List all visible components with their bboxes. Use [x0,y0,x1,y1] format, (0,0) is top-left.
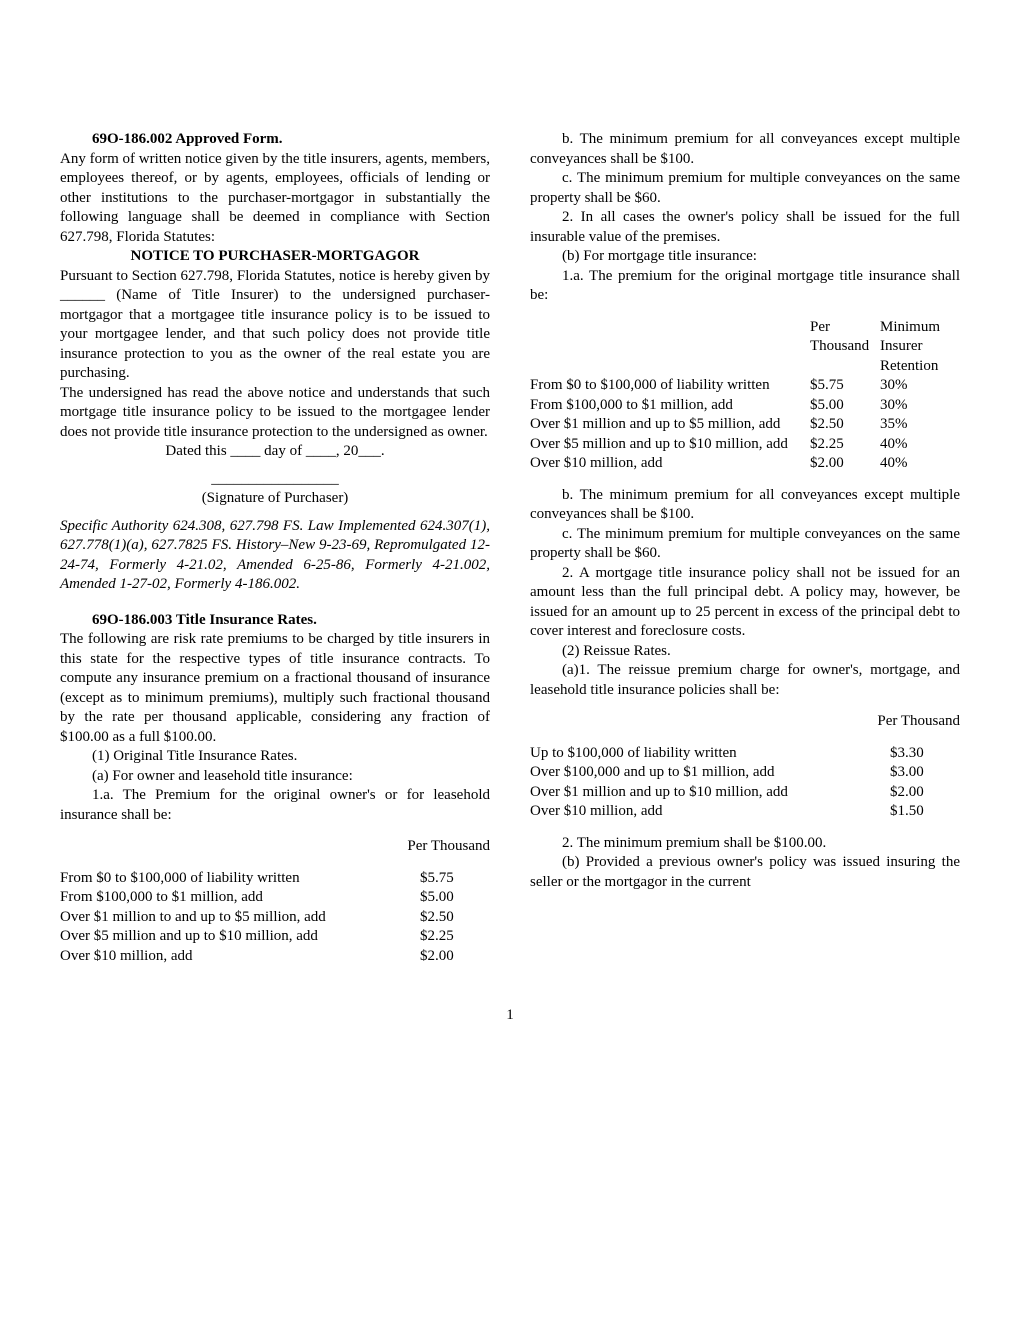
table-row-label: From $100,000 to $1 million, add [60,888,420,908]
table-row-label: Over $5 million and up to $10 million, a… [60,927,420,947]
table-row-value1: $5.75 [810,376,880,396]
table-row-label: Over $1 million and up to $10 million, a… [530,783,890,803]
dated-line: Dated this ____ day of ____, 20___. [60,442,490,462]
table-row-value2: 40% [880,454,960,474]
table-header-min: Minimum Insurer Retention [880,318,960,377]
table-row-value2: 40% [880,435,960,455]
table-row-label: Over $10 million, add [60,947,420,967]
para-mortgage-policy: 2. A mortgage title insurance policy sha… [530,564,960,642]
per-thousand-header2: Per Thousand [530,712,960,732]
table-row-value: $2.50 [420,908,490,928]
table-row-value: $2.00 [890,783,960,803]
right-column: b. The minimum premium for all conveyanc… [530,130,960,966]
table-row-label: From $0 to $100,000 of liability written [530,376,810,396]
table-row-label: From $100,000 to $1 million, add [530,396,810,416]
table-row-label: Over $10 million, add [530,454,810,474]
para-min-c2: c. The minimum premium for multiple conv… [530,525,960,564]
item-1a: (a) For owner and leasehold title insura… [60,767,490,787]
section-003-title: 69O-186.003 Title Insurance Rates. [60,611,490,631]
table-row-label: Over $100,000 and up to $1 million, add [530,763,890,783]
table-header-spacer [530,318,810,377]
item-2a1: (a)1. The reissue premium charge for own… [530,661,960,700]
table-header-per: Per Thousand [810,318,880,377]
per-thousand-header: Per Thousand [60,837,490,857]
table-row-value1: $2.50 [810,415,880,435]
table-row-label: Up to $100,000 of liability written [530,744,890,764]
para-undersigned: The undersigned has read the above notic… [60,384,490,443]
table-row-value: $3.00 [890,763,960,783]
para-provided: (b) Provided a previous owner's policy w… [530,853,960,892]
signature-line: _________________ [60,470,490,490]
table-row-value1: $5.00 [810,396,880,416]
para-form-notice: Any form of written notice given by the … [60,150,490,248]
para-min-premium-2: 2. The minimum premium shall be $100.00. [530,834,960,854]
table-row-value1: $2.00 [810,454,880,474]
item-b: (b) For mortgage title insurance: [530,247,960,267]
left-column: 69O-186.002 Approved Form. Any form of w… [60,130,490,966]
table-row-value2: 30% [880,396,960,416]
rate-table-1: From $0 to $100,000 of liability written… [60,869,490,967]
para-min-premium-b: b. The minimum premium for all conveyanc… [530,130,960,169]
table-row-value2: 35% [880,415,960,435]
item-1: (1) Original Title Insurance Rates. [60,747,490,767]
rate-table-3: Up to $100,000 of liability written $3.3… [530,744,960,822]
table-row-label: Over $1 million and up to $5 million, ad… [530,415,810,435]
section-002-title: 69O-186.002 Approved Form. [60,130,490,150]
item-b1a: 1.a. The premium for the original mortga… [530,267,960,306]
authority-text: Specific Authority 624.308, 627.798 FS. … [60,517,490,595]
table-row-value1: $2.25 [810,435,880,455]
notice-title: NOTICE TO PURCHASER-MORTGAGOR [60,247,490,267]
table-row-value: $5.00 [420,888,490,908]
table-row-value: $2.25 [420,927,490,947]
para-rates-intro: The following are risk rate premiums to … [60,630,490,747]
para-min-premium-c: c. The minimum premium for multiple conv… [530,169,960,208]
table-row-label: Over $10 million, add [530,802,890,822]
signature-label: (Signature of Purchaser) [60,489,490,509]
table-row-label: Over $5 million and up to $10 million, a… [530,435,810,455]
item-2-reissue: (2) Reissue Rates. [530,642,960,662]
item-1a1: 1.a. The Premium for the original owner'… [60,786,490,825]
table-row-value: $5.75 [420,869,490,889]
table-row-value: $1.50 [890,802,960,822]
table-row-value2: 30% [880,376,960,396]
rate-table-2: Per Thousand Minimum Insurer Retention F… [530,318,960,474]
table-row-label: From $0 to $100,000 of liability written [60,869,420,889]
table-row-value: $3.30 [890,744,960,764]
page-number: 1 [60,1006,960,1026]
para-owner-policy: 2. In all cases the owner's policy shall… [530,208,960,247]
table-row-value: $2.00 [420,947,490,967]
para-min-b2: b. The minimum premium for all conveyanc… [530,486,960,525]
table-row-label: Over $1 million to and up to $5 million,… [60,908,420,928]
para-pursuant: Pursuant to Section 627.798, Florida Sta… [60,267,490,384]
